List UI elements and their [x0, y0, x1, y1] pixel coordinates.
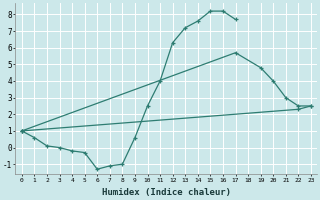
X-axis label: Humidex (Indice chaleur): Humidex (Indice chaleur): [102, 188, 231, 197]
